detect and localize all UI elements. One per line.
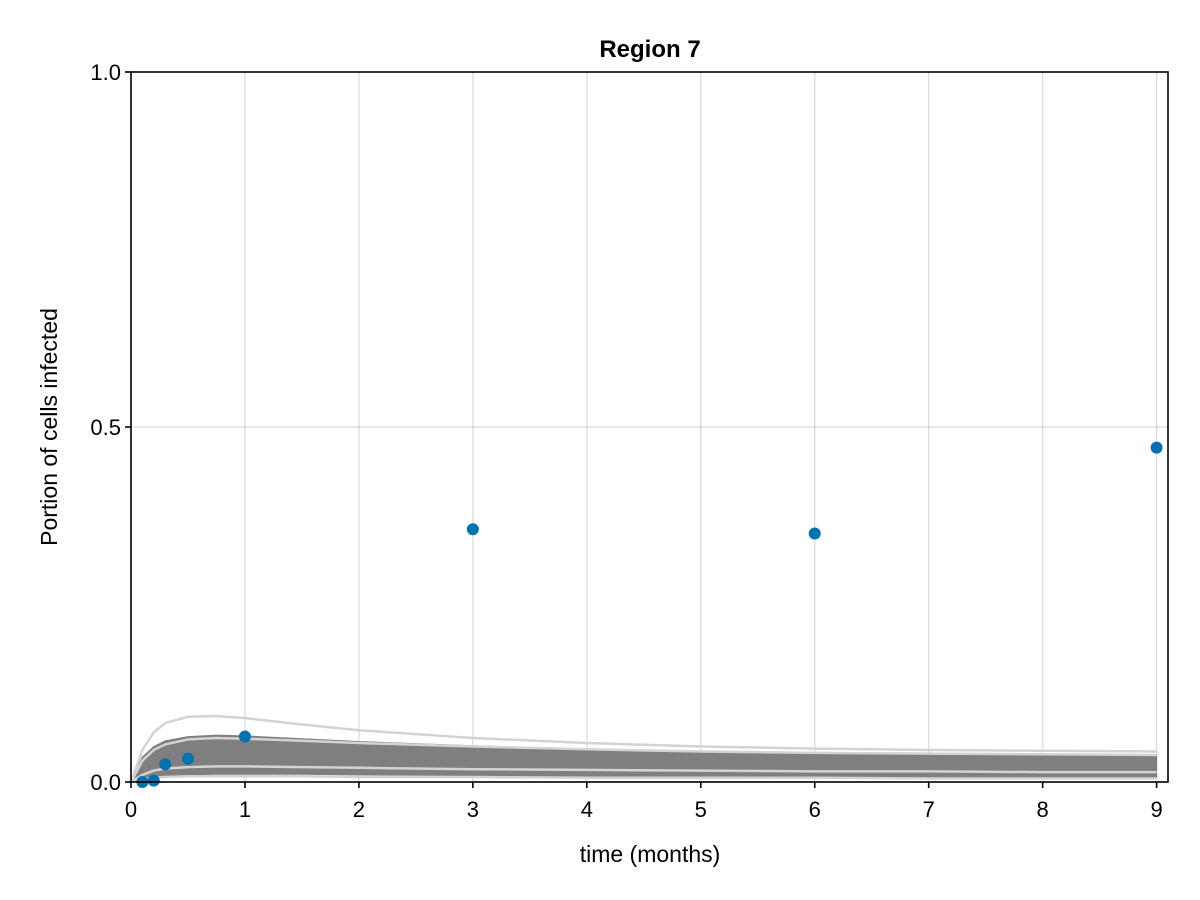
- y-tick-label: 0.5: [90, 415, 121, 440]
- y-axis-ticks: 0.0 0.5 1.0: [90, 60, 131, 795]
- data-point: [808, 527, 821, 540]
- ensemble-curve: [130, 775, 1157, 784]
- x-tick-label: 7: [923, 797, 935, 822]
- y-tick-label: 1.0: [90, 60, 121, 85]
- x-axis-ticks: 0 1 2 3 4 5 6 7 8 9: [125, 782, 1163, 822]
- x-tick-label: 5: [695, 797, 707, 822]
- x-tick-label: 4: [581, 797, 593, 822]
- y-axis-label: Portion of cells infected: [36, 308, 62, 546]
- data-point: [147, 774, 160, 787]
- x-tick-label: 0: [125, 797, 137, 822]
- observed-points: [136, 441, 1163, 788]
- data-point: [159, 758, 172, 771]
- x-tick-label: 8: [1037, 797, 1049, 822]
- data-point: [1150, 441, 1163, 454]
- ensemble-curve: [129, 736, 1157, 783]
- ensemble-band: [130, 734, 1158, 783]
- x-tick-label: 3: [467, 797, 479, 822]
- x-tick-label: 9: [1150, 797, 1162, 822]
- x-tick-label: 1: [239, 797, 251, 822]
- model-ensemble: [130, 734, 1158, 783]
- data-point: [466, 523, 479, 536]
- x-tick-label: 2: [353, 797, 365, 822]
- x-axis-label: time (months): [580, 841, 721, 867]
- data-point: [181, 752, 194, 765]
- ensemble-curve: [129, 714, 1157, 783]
- y-tick-label: 0.0: [90, 770, 121, 795]
- ensemble-curve: [130, 765, 1157, 784]
- gridlines: [131, 72, 1168, 782]
- ensemble-outlier-curves: [129, 714, 1157, 784]
- data-point: [238, 730, 251, 743]
- x-tick-label: 6: [809, 797, 821, 822]
- chart-title: Region 7: [599, 36, 700, 63]
